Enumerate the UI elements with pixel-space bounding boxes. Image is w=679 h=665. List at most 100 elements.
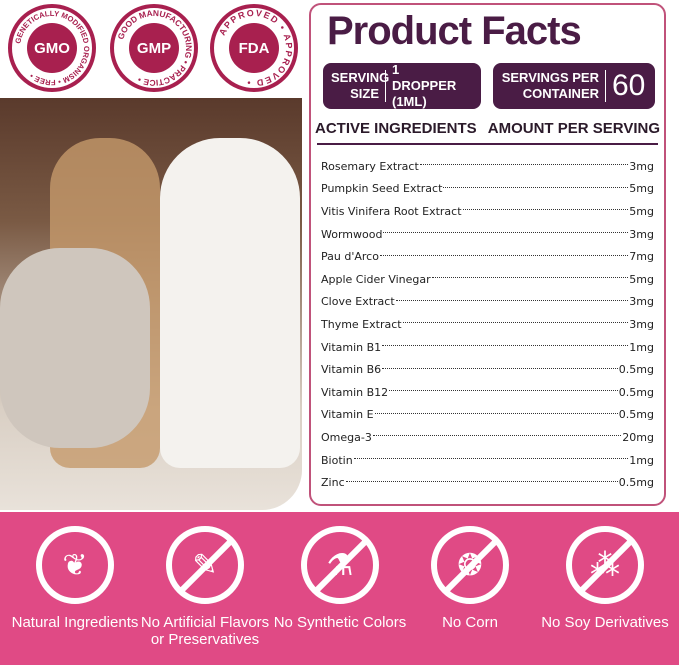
leader-dots [353,458,629,460]
leader-dots [382,345,629,347]
ingredient-list: Rosemary Extract 3mg Pumpkin Seed Extract 5… [321,155,654,494]
ingredient-amount: 3mg [629,317,654,331]
ingredient-row: Zinc 0.5mg [321,471,654,494]
ingredient-row: Vitamin B1 1mg [321,336,654,359]
ingredient-row: Pau d'Arco 7mg [321,245,654,268]
ingredient-name: Vitamin B1 [321,340,382,354]
ingredient-amount: 0.5mg [618,363,654,377]
ingredient-name: Apple Cider Vinegar [321,272,431,286]
leader-dots [462,209,629,211]
ingredient-name: Vitamin E [321,408,374,422]
ingredient-row: Biotin 1mg [321,449,654,472]
col-amount: AMOUNT PER SERVING [487,120,660,137]
divider [385,70,386,102]
product-facts-panel: Product Facts SERVING SIZE 1 DROPPER (1M… [309,3,666,506]
ingredient-amount: 0.5mg [618,476,654,490]
ingredient-name: Pau d'Arco [321,250,379,264]
header-rule [317,143,658,145]
ingredient-row: Vitis Vinifera Root Extract 5mg [321,200,654,223]
serving-size-value: 1 DROPPER (1ML) [392,62,457,109]
ingredient-row: Apple Cider Vinegar 5mg [321,268,654,291]
ingredient-row: Vitamin B12 0.5mg [321,381,654,404]
leader-dots [389,390,618,392]
ingredient-row: Rosemary Extract 3mg [321,155,654,178]
ingredient-name: Zinc [321,476,345,490]
ingredient-name: Omega-3 [321,430,372,444]
icon-glyph: ❂ [457,548,483,582]
ingredient-amount: 20mg [622,430,654,444]
ingredient-name: Rosemary Extract [321,159,419,173]
badge-fda: APPROVED • APPROVED • FDA [210,4,298,92]
ingredient-row: Pumpkin Seed Extract 5mg [321,178,654,201]
ingredient-row: Vitamin E 0.5mg [321,404,654,427]
ingredient-amount: 0.5mg [618,385,654,399]
ingredient-row: Wormwood 3mg [321,223,654,246]
leader-dots [379,254,629,256]
leader-dots [372,435,622,437]
leader-dots [395,299,629,301]
ingredient-amount: 0.5mg [618,408,654,422]
feature-item: ❦ Natural Ingredients [8,526,142,631]
icon-glyph: ❦ [62,548,88,582]
badge-gmp: GOOD MANUFACTURING • PRACTICE • GMP [110,4,198,92]
panel-title: Product Facts [327,9,582,53]
ingredient-amount: 7mg [629,250,654,264]
product-photo-girl-cat-dog [0,98,302,510]
ingredient-name: Wormwood [321,227,383,241]
feature-label: No Artificial Flavors or Preservatives [140,614,270,648]
icon-glyph: ⁂ [590,548,620,582]
badge-center: GMP [129,23,179,73]
cat-figure [0,248,150,448]
col-ingredients: ACTIVE INGREDIENTS [315,120,477,137]
divider [605,70,606,102]
servings-value: 60 [612,69,646,102]
ingredient-name: Vitamin B12 [321,385,389,399]
features-band: ❦ Natural Ingredients ✎ No Artificial Flavo… [0,512,679,665]
feature-item: ⚗ No Synthetic Colors [273,526,407,631]
servings-label: SERVINGS PER CONTAINER [501,70,599,101]
icon-glyph: ✎ [192,548,218,582]
leader-dots [382,367,618,369]
ingredient-name: Vitis Vinifera Root Extract [321,204,462,218]
icon-glyph: ⚗ [326,548,354,582]
ingredient-amount: 5mg [629,182,654,196]
ingredient-amount: 3mg [629,227,654,241]
soybean-icon: ⁂ [566,526,644,604]
feature-item: ✎ No Artificial Flavors or Preservatives [138,526,272,648]
ingredient-row: Thyme Extract 3mg [321,313,654,336]
ingredient-name: Thyme Extract [321,317,402,331]
badge-gmo-free: GENETICALLY MODIFIED ORGANISM • FREE • G… [8,4,96,92]
flask-icon: ⚗ [301,526,379,604]
ingredient-name: Clove Extract [321,295,395,309]
feature-label: No Soy Derivatives [541,614,669,631]
leader-dots [431,277,629,279]
ingredient-amount: 3mg [629,159,654,173]
leader-dots [383,232,629,234]
leader-dots [443,186,629,188]
feature-label: No Corn [442,614,498,631]
feature-item: ⁂ No Soy Derivatives [538,526,672,631]
badge-center: FDA [229,23,279,73]
serving-size-box: SERVING SIZE 1 DROPPER (1ML) [323,62,481,109]
ingredient-amount: 3mg [629,295,654,309]
feature-item: ❂ No Corn [403,526,537,631]
ingredient-row: Clove Extract 3mg [321,291,654,314]
ingredient-name: Vitamin B6 [321,363,382,377]
corn-icon: ❂ [431,526,509,604]
feature-label: No Synthetic Colors [273,614,407,631]
leaf-icon: ❦ [36,526,114,604]
leader-dots [345,480,618,482]
serving-size-label: SERVING SIZE [331,70,390,101]
ingredient-amount: 5mg [629,272,654,286]
ingredient-name: Biotin [321,453,353,467]
dropper-icon: ✎ [166,526,244,604]
ingredient-name: Pumpkin Seed Extract [321,182,443,196]
ingredient-row: Omega-3 20mg [321,426,654,449]
leader-dots [402,322,629,324]
ingredient-row: Vitamin B6 0.5mg [321,358,654,381]
leader-dots [374,412,618,414]
dog-figure [160,138,300,468]
feature-label: Natural Ingredients [11,614,139,631]
ingredient-amount: 1mg [629,340,654,354]
servings-per-container-box: SERVINGS PER CONTAINER 60 [493,63,655,109]
